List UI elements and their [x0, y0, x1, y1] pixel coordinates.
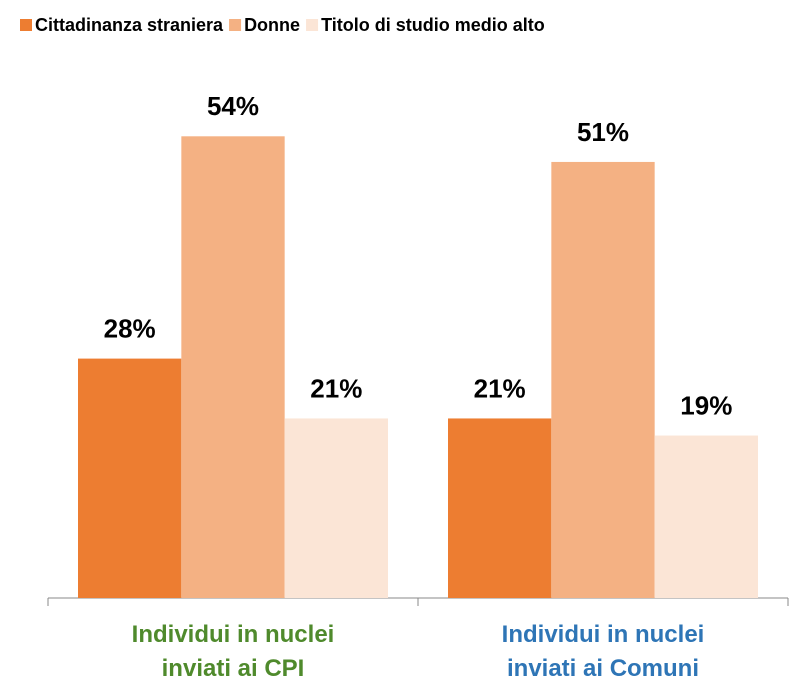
- x-tick-label: Individui in nuclei inviati ai Comuni: [502, 621, 705, 680]
- bar: [448, 418, 552, 598]
- value-label: 28%: [104, 313, 156, 343]
- bar: [551, 161, 655, 598]
- legend-swatch: [20, 19, 32, 31]
- bar: [284, 418, 388, 598]
- x-tick-label-line: inviati ai CPI: [162, 655, 305, 680]
- bar: [654, 435, 758, 598]
- legend-label: Titolo di studio medio alto: [321, 15, 545, 35]
- value-label: 21%: [474, 373, 526, 403]
- legend-swatch: [229, 19, 242, 31]
- x-tick-label-line: Individui in nuclei: [132, 621, 335, 648]
- value-label: 54%: [207, 91, 259, 121]
- value-label: 19%: [680, 390, 732, 420]
- legend-label: Cittadinanza straniera: [35, 15, 224, 35]
- bar: [181, 136, 285, 599]
- value-label: 21%: [310, 373, 362, 403]
- value-label: 51%: [577, 117, 629, 147]
- bar: [78, 358, 182, 598]
- x-tick-label-line: inviati ai Comuni: [507, 655, 699, 680]
- x-tick-label: Individui in nuclei inviati ai CPI: [132, 621, 335, 680]
- legend-swatch: [306, 19, 319, 31]
- legend-label: Donne: [244, 15, 300, 35]
- x-tick-label-line: Individui in nuclei: [502, 621, 705, 648]
